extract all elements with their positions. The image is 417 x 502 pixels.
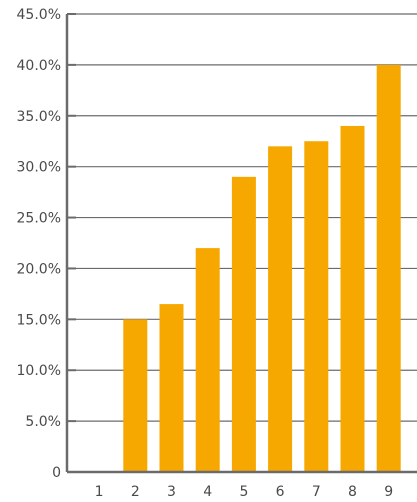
x-tick-label-2: 2 [131,484,140,498]
bar-7 [304,141,329,472]
y-tick-label-3: 15.0% [17,312,61,328]
bar-2 [123,319,148,472]
x-tick-label-7: 7 [312,484,321,498]
x-tick-label-8: 8 [348,484,357,498]
y-tick-label-6: 30.0% [17,160,61,176]
x-tick-label-9: 9 [384,484,393,498]
y-tick-label-4: 20.0% [17,261,61,277]
bar-5 [231,176,256,472]
y-tick-label-5: 25.0% [17,211,61,227]
bar-8 [340,125,365,472]
bars [123,64,401,473]
tick-labels: 0 5.0% 10.0% 15.0% 20.0% 25.0% 30.0% 35.0% 40.0%… [17,7,394,500]
y-tick-label-7: 35.0% [17,109,61,125]
x-tick-label-4: 4 [203,484,212,498]
axes [65,13,417,474]
y-tick-label-1: 5.0% [25,414,61,430]
y-tick-label-9: 45.0% [17,7,61,23]
y-tick-label-8: 40.0% [17,58,61,74]
x-tick-label-6: 6 [276,484,285,498]
bar-9 [376,64,401,472]
bar-4 [195,248,220,472]
x-tick-label-1: 1 [95,484,104,498]
y-tick-label-2: 10.0% [17,363,61,379]
bar-6 [268,146,293,473]
bar-3 [159,304,184,472]
y-tick-label-0: 0 [52,465,61,481]
x-tick-label-3: 3 [167,484,176,498]
x-tick-label-5: 5 [239,484,248,498]
